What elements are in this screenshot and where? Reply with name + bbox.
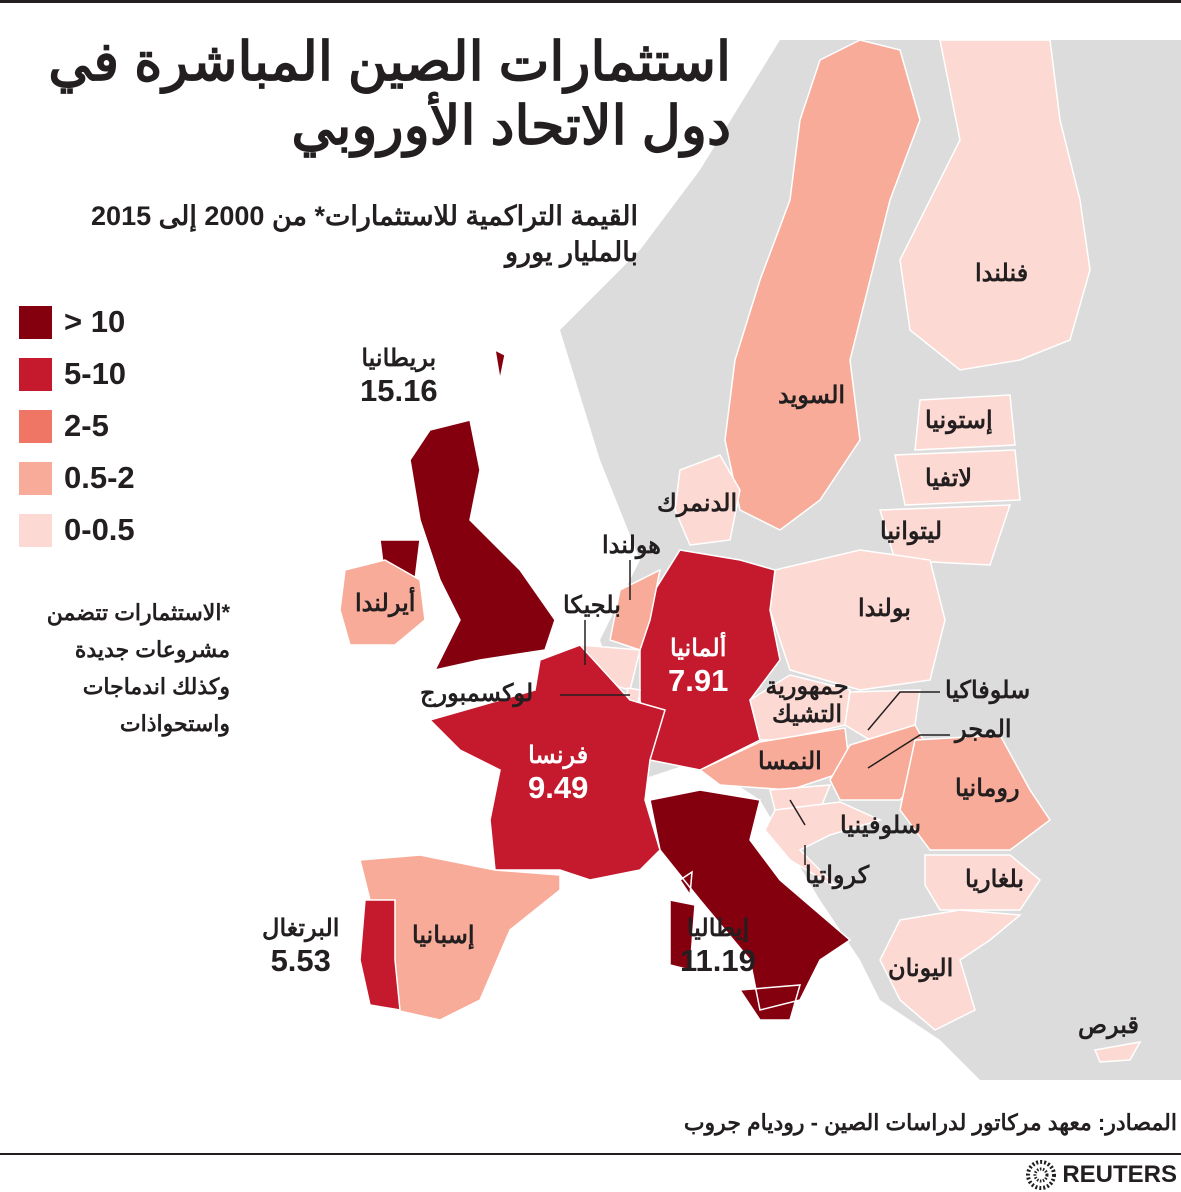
legend-label: 0-0.5 [64,512,135,547]
country-greece [879,909,1022,1031]
subtitle-line1: القيمة التراكمية للاستثمارات* من 2000 إل… [91,201,638,231]
label-belgium: بلجيكا [563,592,621,619]
label-slovakia: سلوفاكيا [945,677,1031,704]
label-ireland: أيرلندا [355,590,416,617]
country-name: فرنسا [528,742,589,769]
map-subtitle: القيمة التراكمية للاستثمارات* من 2000 إل… [0,198,638,270]
country-bulgaria [924,854,1041,911]
footnote: *الاستثمارات تتضمن مشروعات جديدة وكذلك ا… [46,600,230,736]
label-uk: بريطانيا 15.16 [360,345,438,409]
bottom-rule [0,1153,1181,1155]
label-poland: بولندا [858,595,911,622]
source-note: المصادر: معهد مركاتور لدراسات الصين - رو… [683,1110,1177,1135]
label-hungary: المجر [955,716,1012,743]
legend-swatch [19,461,52,495]
country-cyprus [1093,1040,1142,1063]
label-finland: فنلندا [975,260,1029,287]
label-bulgaria: بلغاريا [965,866,1025,893]
label-cyprus: قبرص [1078,1012,1139,1039]
legend-label: > 10 [64,304,126,339]
legend-swatch [19,305,52,339]
legend-item: > 10 [19,296,135,348]
legend-swatch [19,357,52,391]
country-portugal [359,899,401,1011]
country-value: 15.16 [360,373,438,408]
label-italy: إيطاليا 11.19 [680,915,756,979]
country-estonia [914,394,1016,451]
reuters-logo: REUTERS [1026,1160,1177,1190]
country-value: 5.53 [270,943,331,978]
label-austria: النمسا [758,748,822,775]
legend-swatch [19,513,52,547]
legend-item: 0.5-2 [19,452,135,504]
country-netherlands [609,568,662,651]
reuters-logo-icon [1026,1160,1057,1190]
label-lithuania: ليتوانيا [880,518,943,545]
legend-label: 5-10 [64,356,127,391]
legend-label: 0.5-2 [64,460,135,495]
country-france [428,644,666,881]
country-name: البرتغال [262,915,340,942]
label-spain: إسبانيا [412,922,475,949]
legend-label: 2-5 [64,408,109,443]
country-italy [649,789,852,1021]
country-denmark [674,454,741,546]
label-sweden: السويد [778,382,846,409]
legend: > 10 5-10 2-5 0.5-2 0-0.5 [19,296,135,556]
country-name: إيطاليا [686,915,750,942]
label-luxembourg: لوكسمبورج [420,680,534,707]
country-latvia [894,449,1021,506]
brand-name: REUTERS [1062,1161,1177,1188]
country-value: 11.19 [680,943,756,978]
map-title: استثمارات الصين المباشرة في دول الاتحاد … [48,32,731,156]
country-ireland [339,559,426,646]
country-finland [899,39,1091,371]
legend-swatch [19,409,52,443]
label-latvia: لاتفيا [925,465,973,492]
legend-item: 2-5 [19,400,135,452]
label-germany: ألمانيا 7.91 [668,635,728,699]
label-france: فرنسا 9.49 [528,742,588,806]
country-value: 9.49 [528,770,589,805]
country-sweden [724,39,921,531]
label-portugal: البرتغال 5.53 [262,915,339,979]
country-name: ألمانيا [669,635,727,662]
country-value: 7.91 [668,663,729,698]
label-czech: جمهورية التشيك [765,673,849,728]
label-croatia: كرواتيا [805,862,870,889]
country-name: بريطانيا [361,345,437,372]
subtitle-line2: بالمليار يورو [505,237,638,267]
top-rule [0,0,1181,3]
label-greece: اليونان [888,955,954,982]
label-denmark: الدنمرك [657,490,738,517]
country-lithuania [879,504,1012,566]
label-romania: رومانيا [955,775,1020,802]
label-netherlands: هولندا [602,532,661,559]
legend-item: 5-10 [19,348,135,400]
country-poland [769,549,946,691]
legend-item: 0-0.5 [19,504,135,556]
label-slovenia: سلوفينيا [840,812,921,839]
label-estonia: إستونيا [925,407,993,434]
